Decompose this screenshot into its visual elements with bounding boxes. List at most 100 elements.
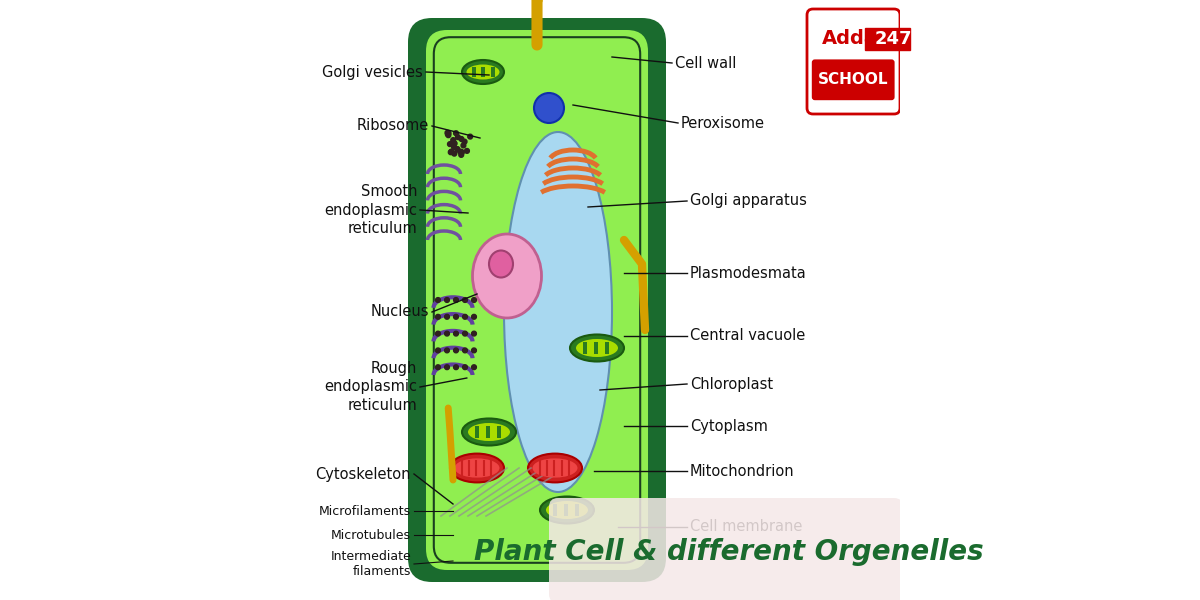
Circle shape (454, 365, 458, 370)
Ellipse shape (546, 501, 588, 519)
Circle shape (472, 314, 476, 319)
Bar (553, 504, 558, 516)
Circle shape (449, 150, 454, 155)
Circle shape (452, 151, 457, 156)
Ellipse shape (533, 458, 577, 478)
Ellipse shape (468, 423, 510, 441)
Circle shape (436, 348, 440, 353)
Bar (491, 67, 496, 77)
Ellipse shape (462, 60, 504, 84)
FancyBboxPatch shape (811, 59, 895, 100)
Circle shape (445, 348, 449, 353)
Bar (594, 342, 599, 354)
Circle shape (464, 149, 469, 154)
Circle shape (445, 298, 449, 302)
Ellipse shape (576, 339, 618, 357)
Text: Plasmodesmata: Plasmodesmata (690, 265, 806, 280)
Ellipse shape (467, 64, 499, 79)
Ellipse shape (504, 132, 612, 492)
Text: Intermediate
filaments: Intermediate filaments (330, 550, 410, 578)
Circle shape (457, 149, 462, 154)
Text: Cytoplasm: Cytoplasm (690, 419, 768, 433)
Circle shape (454, 314, 458, 319)
Ellipse shape (455, 458, 499, 478)
Circle shape (463, 348, 468, 353)
Circle shape (463, 298, 468, 302)
Circle shape (468, 134, 473, 139)
Text: Central vacuole: Central vacuole (690, 329, 805, 343)
Circle shape (454, 298, 458, 302)
Circle shape (460, 150, 464, 155)
Bar (481, 67, 486, 77)
Text: Mitochondrion: Mitochondrion (690, 463, 794, 479)
Text: 247: 247 (875, 30, 912, 48)
Circle shape (461, 143, 466, 148)
Circle shape (449, 141, 454, 146)
Ellipse shape (450, 454, 504, 482)
Text: Cell wall: Cell wall (674, 55, 737, 70)
Circle shape (452, 141, 457, 146)
Text: Microfilaments: Microfilaments (319, 505, 410, 518)
Circle shape (463, 365, 468, 370)
Text: 247: 247 (866, 29, 907, 49)
Text: Adda: Adda (822, 29, 878, 49)
Circle shape (445, 132, 450, 137)
Circle shape (436, 314, 440, 319)
Bar (575, 504, 580, 516)
Circle shape (462, 139, 467, 144)
Circle shape (449, 149, 454, 154)
Bar (605, 342, 610, 354)
Circle shape (446, 131, 451, 136)
Bar (583, 342, 588, 354)
Text: Nucleus: Nucleus (371, 304, 430, 319)
Ellipse shape (490, 250, 514, 277)
FancyBboxPatch shape (808, 9, 900, 114)
Text: Peroxisome: Peroxisome (682, 115, 766, 130)
Circle shape (460, 137, 464, 142)
FancyBboxPatch shape (426, 30, 648, 570)
Text: Plant Cell & different Orgenelles: Plant Cell & different Orgenelles (474, 538, 984, 566)
Circle shape (454, 348, 458, 353)
Circle shape (463, 331, 468, 336)
Text: Rough
endoplasmic
reticulum: Rough endoplasmic reticulum (324, 361, 418, 413)
Text: Ribosome: Ribosome (356, 118, 430, 133)
Circle shape (460, 149, 464, 154)
Ellipse shape (570, 335, 624, 361)
Circle shape (448, 142, 452, 146)
Circle shape (445, 331, 449, 336)
Circle shape (454, 331, 458, 336)
Circle shape (454, 131, 458, 136)
Circle shape (445, 314, 449, 319)
Circle shape (455, 146, 460, 151)
Circle shape (436, 298, 440, 302)
Circle shape (458, 152, 463, 157)
FancyBboxPatch shape (408, 18, 666, 582)
Circle shape (534, 93, 564, 123)
Circle shape (436, 365, 440, 370)
Text: Golgi apparatus: Golgi apparatus (690, 193, 806, 208)
Circle shape (436, 331, 440, 336)
Bar (475, 426, 480, 438)
Text: Chloroplast: Chloroplast (690, 377, 773, 391)
Circle shape (472, 365, 476, 370)
Circle shape (451, 145, 456, 149)
Text: Cytoskeleton: Cytoskeleton (316, 467, 410, 481)
Ellipse shape (528, 454, 582, 482)
Circle shape (456, 135, 461, 140)
Text: Microtubules: Microtubules (331, 529, 410, 542)
Circle shape (445, 365, 449, 370)
Ellipse shape (540, 496, 594, 523)
Text: Golgi vesicles: Golgi vesicles (323, 64, 424, 79)
Circle shape (472, 298, 476, 302)
Bar (472, 67, 475, 77)
Circle shape (446, 133, 451, 137)
Text: Cell membrane: Cell membrane (690, 519, 803, 534)
Ellipse shape (473, 234, 541, 318)
Circle shape (472, 348, 476, 353)
Circle shape (463, 314, 468, 319)
Circle shape (452, 141, 457, 146)
FancyBboxPatch shape (550, 498, 904, 600)
Bar (486, 426, 491, 438)
Circle shape (472, 331, 476, 336)
Circle shape (445, 130, 450, 135)
